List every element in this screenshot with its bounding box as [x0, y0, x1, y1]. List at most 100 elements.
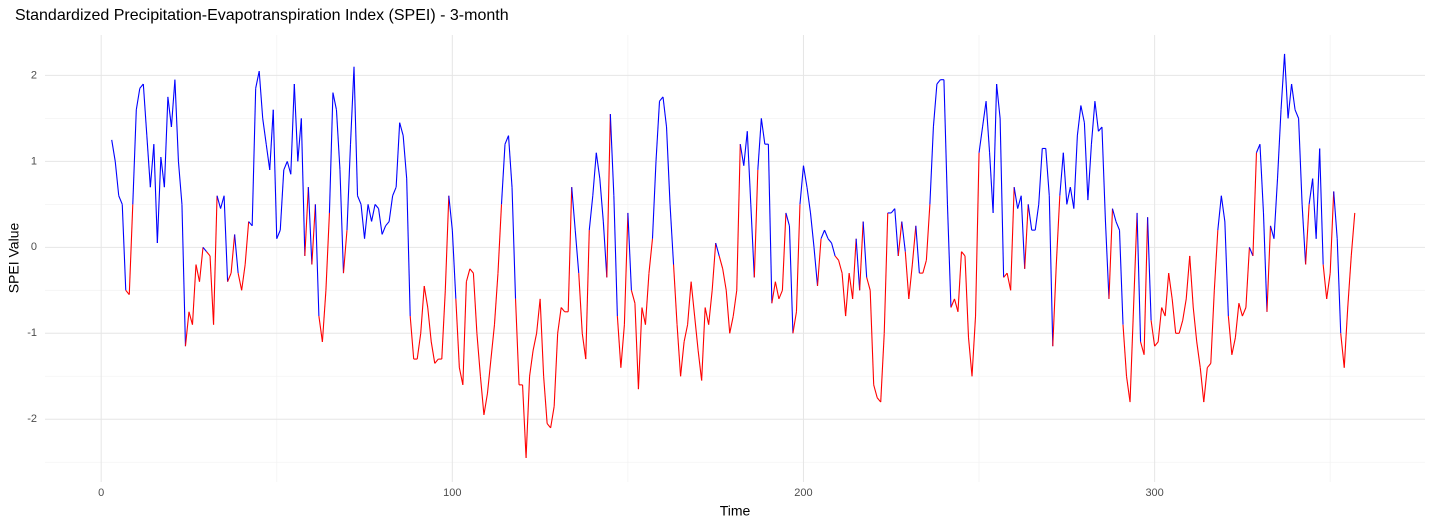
line-segment — [304, 187, 309, 256]
line-segment — [1143, 217, 1149, 355]
line-segment — [223, 195, 229, 282]
line-segment — [525, 376, 531, 458]
line-segment — [388, 195, 394, 222]
line-segment — [234, 234, 239, 274]
line-segment — [1076, 105, 1082, 136]
line-segment — [448, 195, 453, 231]
line-segment — [1154, 341, 1159, 347]
line-segment — [1161, 307, 1166, 317]
line-segment — [1248, 247, 1254, 257]
line-segment — [929, 126, 934, 205]
line-segment — [557, 307, 562, 334]
line-segment — [743, 131, 748, 166]
line-segment — [550, 406, 555, 428]
line-segment — [606, 114, 611, 278]
line-segment — [883, 212, 889, 334]
line-segment — [732, 290, 738, 317]
line-segment — [701, 307, 706, 381]
line-segment — [802, 165, 808, 188]
line-segment — [1115, 221, 1121, 231]
line-segment — [335, 109, 341, 170]
line-segment — [1073, 135, 1078, 209]
line-segment — [241, 264, 246, 291]
line-segment — [170, 79, 176, 128]
line-segment — [1224, 221, 1229, 317]
line-segment — [824, 229, 829, 239]
line-segment — [511, 187, 517, 299]
line-segment — [1094, 101, 1099, 132]
line-segment — [399, 122, 404, 136]
line-segment — [153, 144, 158, 244]
line-segment — [1034, 204, 1040, 231]
line-segment — [845, 273, 850, 317]
line-segment — [416, 333, 422, 360]
line-segment — [739, 144, 745, 166]
line-segment — [325, 212, 330, 291]
line-segment — [690, 281, 696, 317]
line-segment — [1308, 178, 1314, 205]
line-segment — [961, 251, 966, 257]
x-tick-label: 100 — [443, 487, 461, 499]
line-segment — [1213, 230, 1219, 291]
line-segment — [191, 264, 197, 325]
line-segment — [1006, 273, 1012, 291]
line-segment — [392, 186, 397, 196]
line-segment — [957, 251, 963, 312]
line-segment — [118, 195, 123, 205]
line-segment — [627, 212, 632, 291]
line-segment — [483, 393, 488, 416]
line-segment — [1326, 273, 1331, 299]
line-segment — [592, 152, 597, 196]
line-segment — [462, 281, 467, 385]
line-segment — [297, 118, 302, 162]
line-segment — [167, 96, 172, 128]
line-segment — [774, 281, 780, 300]
line-segment — [767, 144, 773, 304]
line-segment — [950, 298, 955, 308]
line-segment — [1336, 238, 1342, 334]
y-tick-label: -1 — [27, 327, 37, 339]
line-segment — [697, 350, 703, 381]
line-segment — [339, 169, 345, 274]
line-segment — [328, 92, 334, 213]
line-segment — [809, 212, 815, 248]
line-segment — [623, 212, 629, 325]
line-segment — [967, 337, 973, 377]
line-segment — [455, 298, 460, 368]
line-segment — [683, 324, 689, 342]
line-segment — [409, 316, 415, 360]
line-segment — [357, 195, 362, 205]
line-segment — [529, 350, 534, 377]
line-segment — [1252, 152, 1258, 256]
line-segment — [149, 144, 155, 188]
line-segment — [890, 208, 896, 214]
line-segment — [1027, 204, 1033, 231]
line-segment — [262, 118, 267, 145]
line-segment — [363, 204, 369, 239]
line-segment — [1322, 264, 1328, 299]
line-segment — [1241, 307, 1247, 317]
line-segment — [427, 307, 432, 342]
line-segment — [989, 152, 994, 213]
line-segment — [680, 341, 685, 377]
line-segment — [514, 298, 520, 385]
line-segment — [613, 195, 618, 317]
line-segment — [135, 88, 141, 110]
line-segment — [953, 298, 959, 312]
line-segment — [996, 83, 1001, 119]
line-segment — [125, 289, 130, 295]
line-segment — [1164, 273, 1170, 317]
line-segment — [536, 298, 541, 334]
line-segment — [1269, 225, 1275, 239]
line-segment — [574, 230, 580, 274]
line-segment — [258, 71, 264, 119]
line-segment — [1343, 307, 1349, 368]
line-segment — [128, 204, 134, 295]
line-segment — [142, 83, 148, 136]
line-segment — [630, 290, 636, 304]
y-tick-label: 2 — [31, 69, 37, 81]
line-segment — [553, 333, 559, 407]
line-segment — [687, 281, 692, 325]
